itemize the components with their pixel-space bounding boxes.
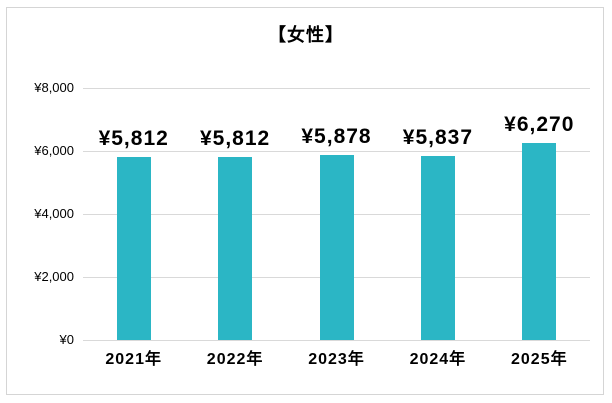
y-axis-tick-label: ¥4,000 xyxy=(34,206,74,221)
x-axis-tick-label: 2024年 xyxy=(409,351,467,368)
gridline xyxy=(83,150,590,152)
bar xyxy=(420,156,455,340)
chart-title: 【女性】 xyxy=(268,25,344,45)
x-axis-tick-label: 2021年 xyxy=(105,351,162,368)
bar-data-label: ¥5,837 xyxy=(402,126,474,150)
x-axis-tick-label: 2023年 xyxy=(308,351,365,368)
bar-data-label: ¥6,270 xyxy=(504,112,575,136)
bar-data-label: ¥5,812 xyxy=(98,126,169,150)
bar xyxy=(218,156,253,340)
bar xyxy=(319,154,354,340)
gridline xyxy=(83,339,590,341)
bar xyxy=(522,142,557,340)
plot-area: ¥5,812 ¥5,812 ¥5,878 ¥5,837 ¥6,270 xyxy=(83,87,590,341)
y-axis-tick-label: ¥8,000 xyxy=(34,80,74,95)
bar-data-label: ¥5,812 xyxy=(199,126,271,150)
y-axis-tick-label: ¥2,000 xyxy=(34,269,74,284)
bar-data-label: ¥5,878 xyxy=(301,124,372,148)
gridline xyxy=(83,87,590,89)
x-axis-tick-label: 2022年 xyxy=(206,351,264,368)
bar xyxy=(116,156,151,340)
y-axis-tick-label: ¥0 xyxy=(59,332,74,347)
x-axis-tick-label: 2025年 xyxy=(510,351,568,368)
y-axis-tick-label: ¥6,000 xyxy=(34,143,74,158)
